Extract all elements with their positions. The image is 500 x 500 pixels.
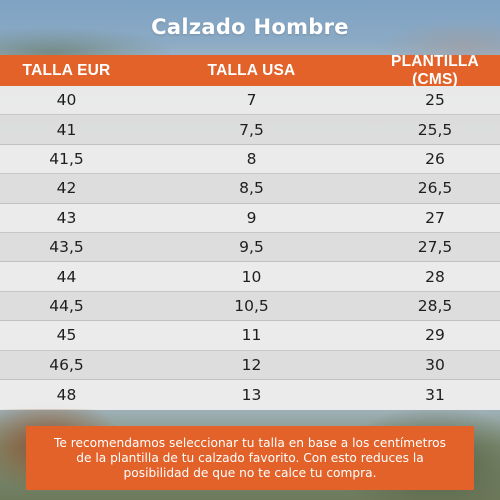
note-line-3: posibilidad de que no te calce tu compra… [123,465,377,480]
table-row: 41,5 8 26 [0,144,500,175]
cell-talla-usa: 8 [246,149,257,168]
size-table-body: 40 7 25 41 7,5 25,5 41,5 8 26 42 8,5 26,… [0,86,500,410]
cell-talla-usa: 12 [241,355,262,374]
cell-talla-eur: 46,5 [49,355,84,374]
note-line-2: de la plantilla de tu calzado favorito. … [76,450,424,465]
table-row: 43 9 27 [0,203,500,233]
table-row: 48 13 31 [0,379,500,410]
cell-plantilla: 26,5 [417,179,453,198]
cell-plantilla: 30 [425,355,445,374]
note-line-1: Te recomendamos seleccionar tu talla en … [53,435,446,450]
recommendation-note: Te recomendamos seleccionar tu talla en … [26,426,474,490]
cell-plantilla: 31 [425,385,445,404]
cell-talla-usa: 9,5 [239,238,264,257]
table-row: 44,5 10,5 28,5 [0,291,500,322]
cell-talla-usa: 9 [246,208,257,227]
header-talla-eur: TALLA EUR [22,61,111,79]
table-row: 46,5 12 30 [0,350,500,380]
cell-plantilla: 27,5 [417,238,453,257]
cell-talla-eur: 48 [56,385,77,404]
cell-plantilla: 27 [425,208,445,227]
table-row: 45 11 29 [0,321,500,351]
cell-talla-usa: 7,5 [239,120,264,139]
table-row: 41 7,5 25,5 [0,115,500,145]
cell-talla-eur: 45 [56,326,77,345]
cell-talla-usa: 10 [241,267,262,286]
cell-talla-eur: 41,5 [49,149,84,168]
page-title: Calzado Hombre [151,15,349,39]
cell-plantilla: 25,5 [417,120,453,139]
cell-talla-eur: 43 [56,208,77,227]
cell-talla-usa: 11 [241,326,262,345]
cell-talla-eur: 44 [56,267,77,286]
table-row: 42 8,5 26,5 [0,174,500,204]
cell-plantilla: 29 [425,326,445,345]
cell-talla-eur: 42 [56,179,77,198]
table-row: 40 7 25 [0,86,500,116]
cell-plantilla: 28 [425,267,445,286]
cell-talla-usa: 10,5 [234,296,269,315]
cell-talla-eur: 40 [56,91,77,110]
cell-talla-usa: 13 [241,385,262,404]
cell-talla-eur: 44,5 [49,296,84,315]
cell-plantilla: 25 [425,91,445,110]
cell-plantilla: 26 [425,149,445,168]
cell-talla-eur: 43,5 [49,238,84,257]
cell-plantilla: 28,5 [417,296,453,315]
table-row: 43,5 9,5 27,5 [0,232,500,263]
cell-talla-usa: 7 [246,91,257,110]
header-talla-usa: TALLA USA [207,61,296,79]
cell-talla-eur: 41 [56,120,77,139]
table-row: 44 10 28 [0,262,500,292]
header-plantilla: PLANTILLA (CMS) [391,52,479,88]
cell-talla-usa: 8,5 [239,179,264,198]
table-header: TALLA EUR TALLA USA PLANTILLA (CMS) [0,52,500,88]
